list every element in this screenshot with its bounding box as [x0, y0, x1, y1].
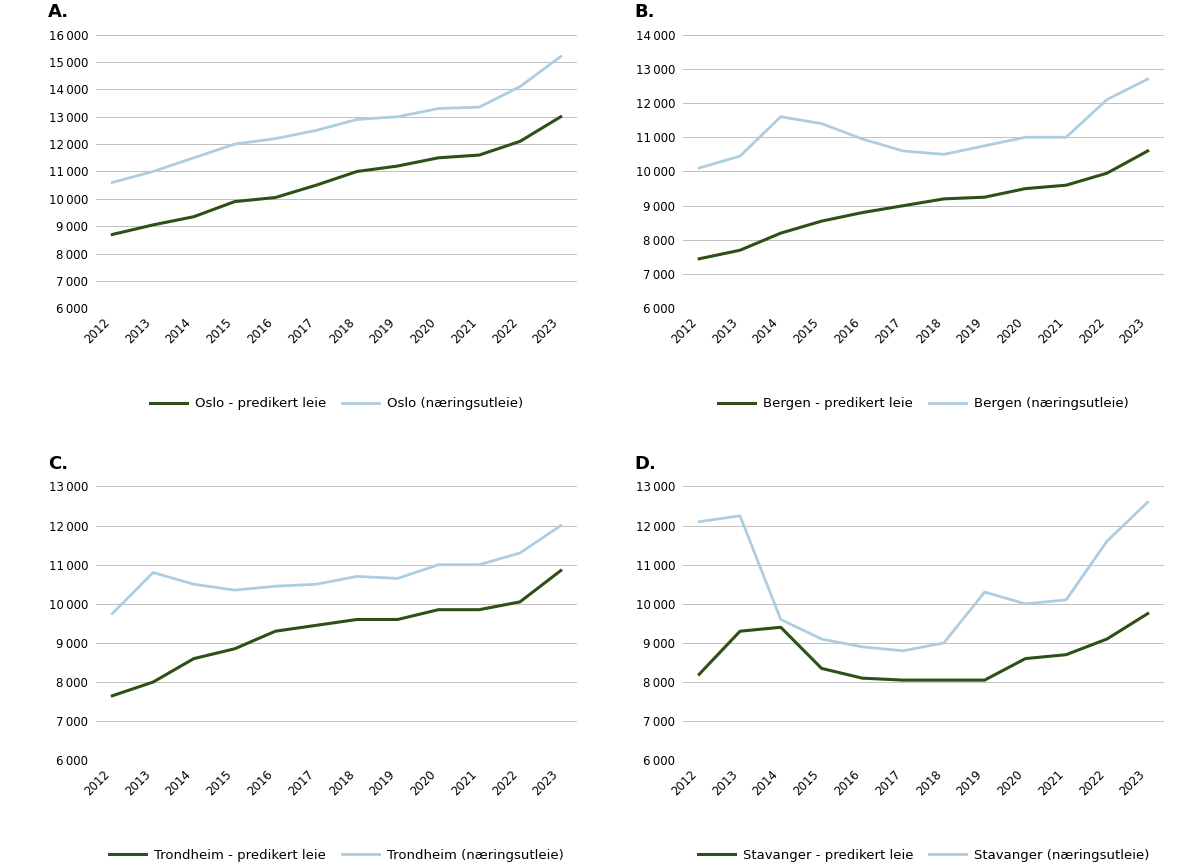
Legend: Oslo - predikert leie, Oslo (næringsutleie): Oslo - predikert leie, Oslo (næringsutle…	[150, 397, 523, 410]
Legend: Trondheim - predikert leie, Trondheim (næringsutleie): Trondheim - predikert leie, Trondheim (n…	[109, 849, 564, 862]
Text: C.: C.	[48, 454, 68, 473]
Legend: Bergen - predikert leie, Bergen (næringsutleie): Bergen - predikert leie, Bergen (nærings…	[719, 397, 1128, 410]
Text: B.: B.	[635, 3, 655, 21]
Text: D.: D.	[635, 454, 656, 473]
Legend: Stavanger - predikert leie, Stavanger (næringsutleie): Stavanger - predikert leie, Stavanger (n…	[697, 849, 1150, 862]
Text: A.: A.	[48, 3, 70, 21]
